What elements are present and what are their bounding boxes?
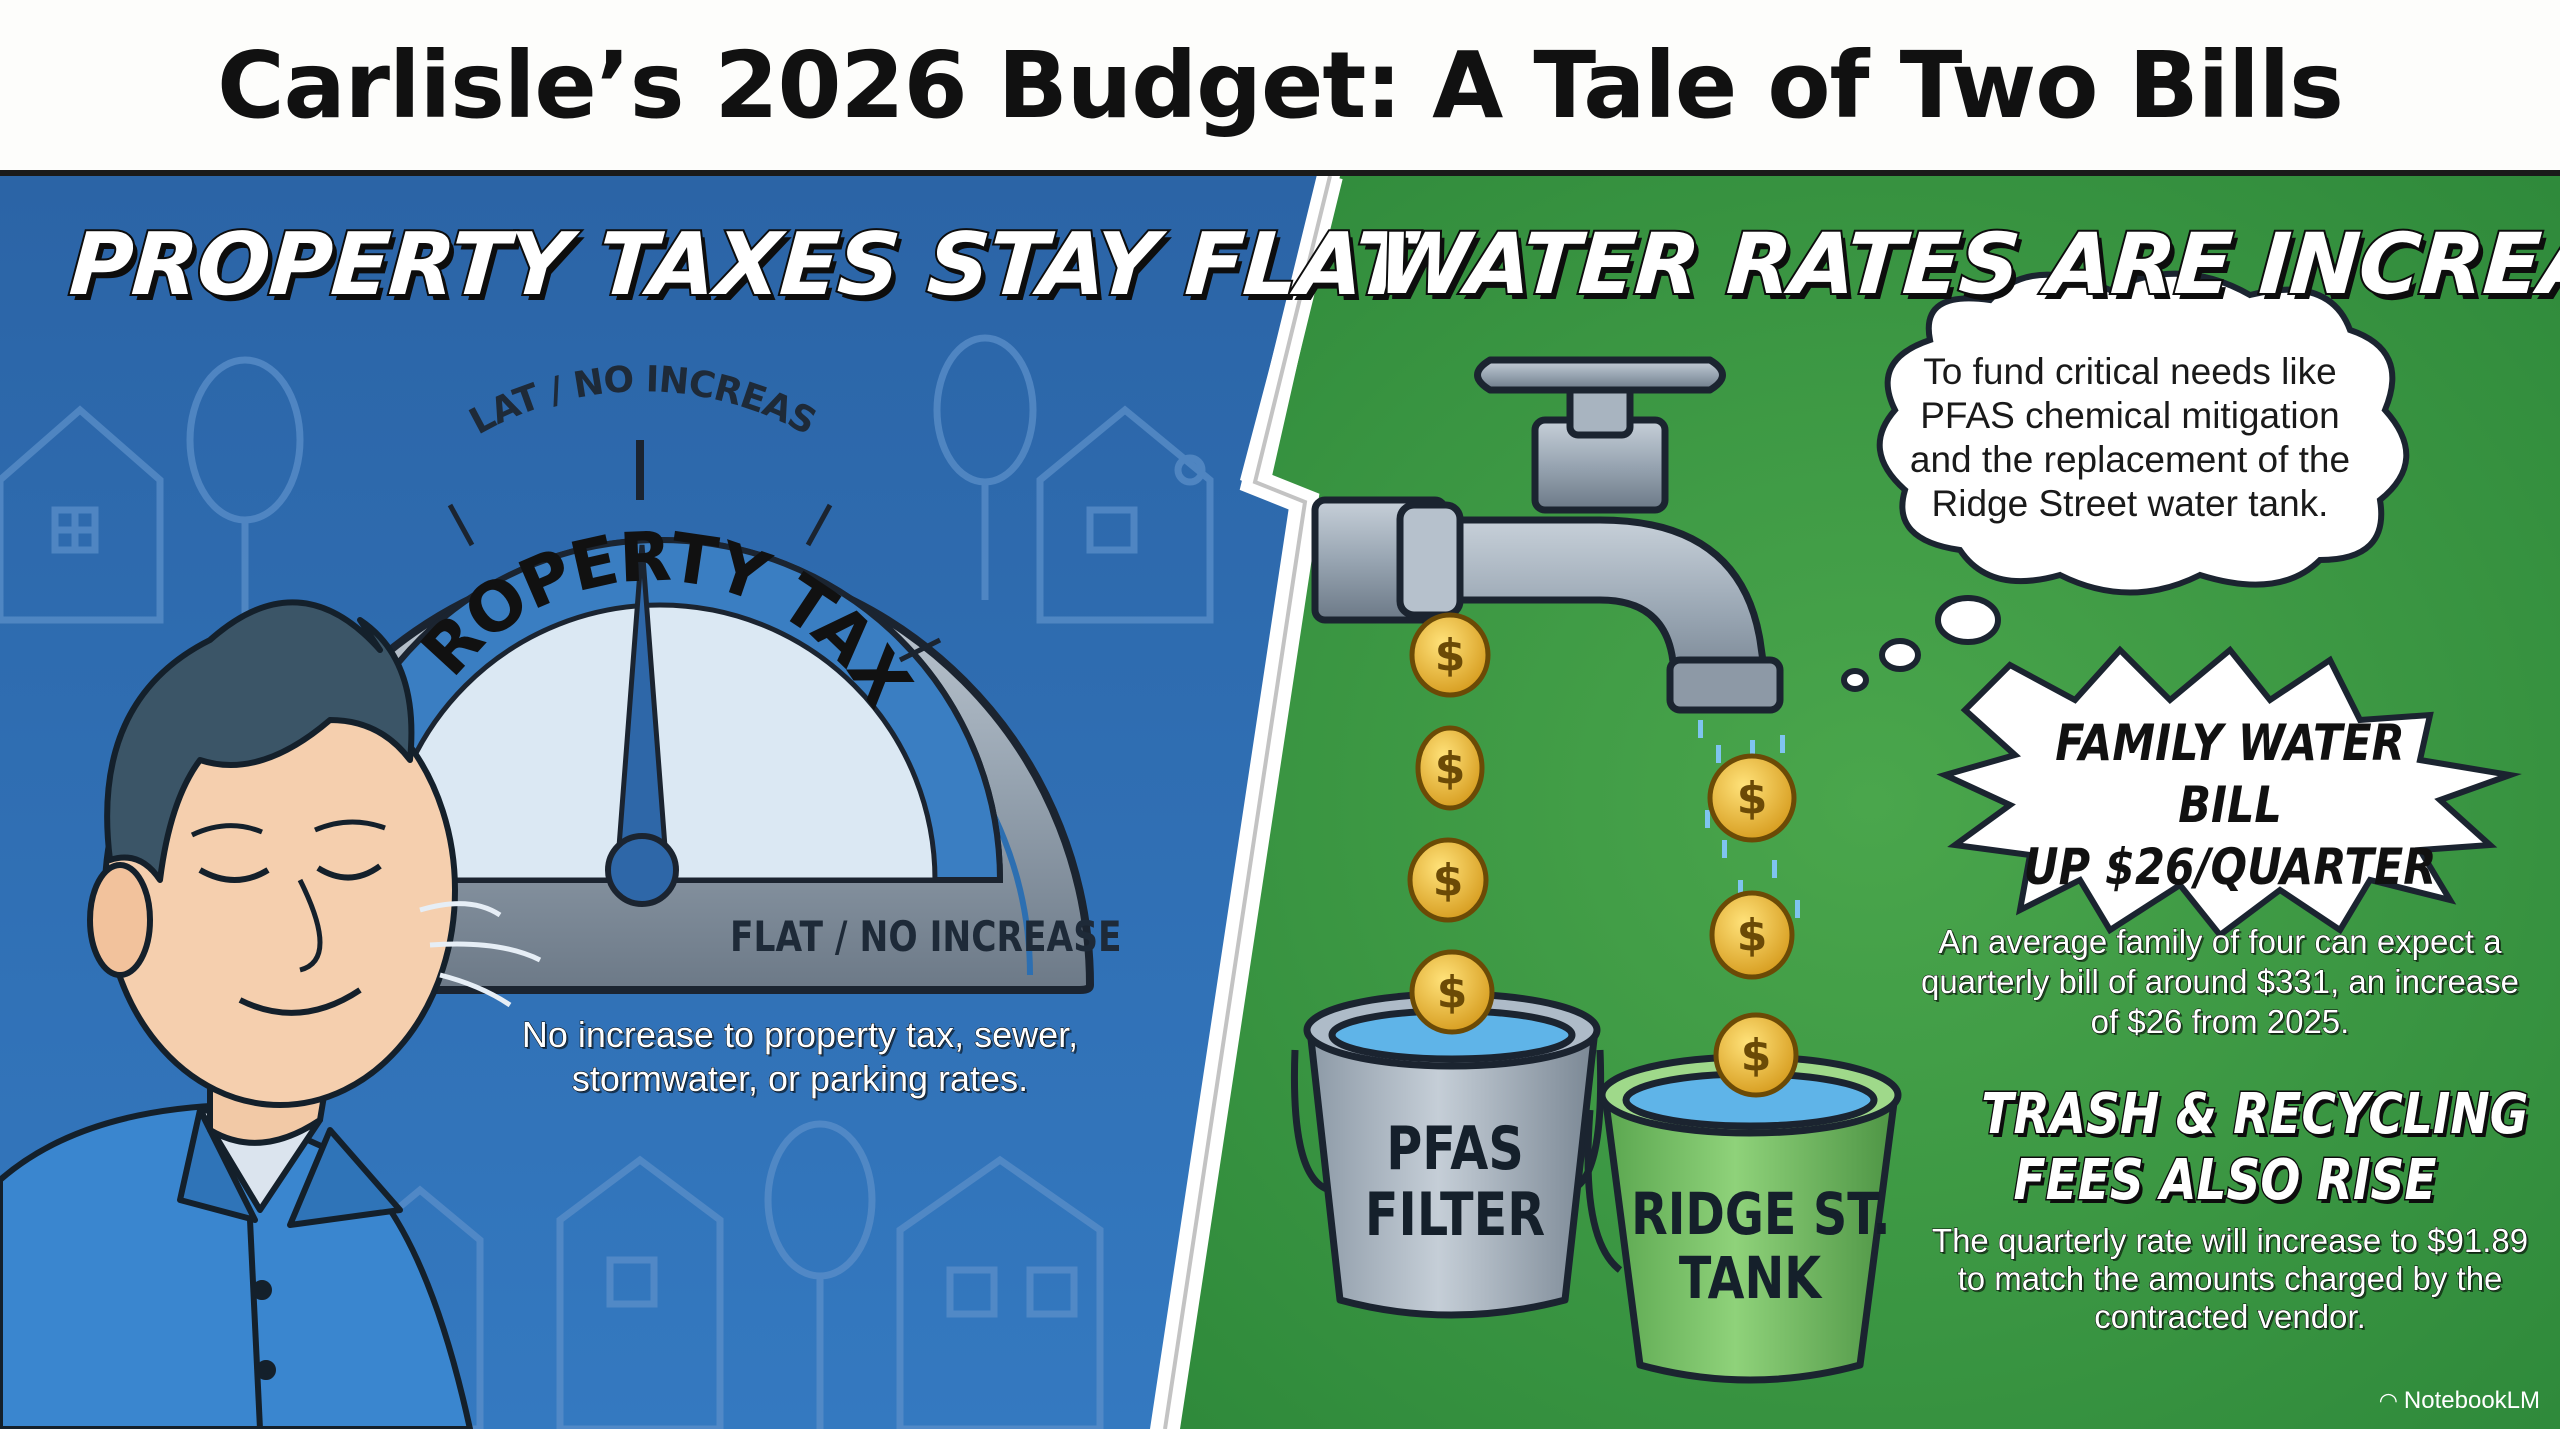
tank-bucket-label: RIDGE ST. TANK <box>1631 1180 1891 1312</box>
coin-symbol: $ <box>1437 967 1468 1018</box>
pfas-label-line-2: FILTER <box>1364 1180 1546 1250</box>
background-houses <box>0 334 1214 1429</box>
thought-bubble <box>1841 270 2410 692</box>
page-title: Carlisle’s 2026 Budget: A Tale of Two Bi… <box>217 31 2344 139</box>
trash-heading-line-2: FEES ALSO RISE <box>2012 1147 2438 1215</box>
pfas-label-line-1: PFAS <box>1386 1114 1524 1184</box>
coin-symbol: $ <box>1741 1030 1772 1081</box>
property-taxes-heading: PROPERTY TAXES STAY FLAT <box>65 213 1418 317</box>
burst-line-1: FAMILY WATER BILL <box>2055 714 2405 834</box>
starburst-badge <box>1936 645 2522 940</box>
thought-bubble-text: To fund critical needs like PFAS chemica… <box>1909 351 2351 524</box>
title-bar: Carlisle’s 2026 Budget: A Tale of Two Bi… <box>0 0 2560 176</box>
burst-line-2: UP $26/QUARTER <box>2023 838 2437 896</box>
falling-coins <box>1407 612 1799 1098</box>
illustration: FLAT / NO INCREASE PROPERTY TAX <box>0 176 2560 1429</box>
coin-symbol: $ <box>1435 630 1466 681</box>
coin-symbol: $ <box>1435 743 1466 794</box>
notebooklm-logo-icon: ◠ <box>2378 1388 2398 1413</box>
water-rates-heading: WATER RATES ARE INCREASING <box>1373 213 2560 315</box>
family-bill-caption: An average family of four can expect a q… <box>1920 923 2520 1041</box>
coin-symbol: $ <box>1737 910 1768 961</box>
family-bill-burst-text: FAMILY WATER BILL UP $26/QUARTER <box>2024 712 2437 898</box>
divider-lightning <box>1152 176 1343 1429</box>
bucket-ridge-st-tank <box>1584 1053 1902 1384</box>
gauge-bottom-label: FLAT / NO INCREASE <box>730 912 1122 961</box>
tank-label-line-1: RIDGE ST. <box>1631 1180 1891 1248</box>
brand-label: NotebookLM <box>2403 1387 2540 1414</box>
coin-symbol: $ <box>1737 773 1768 824</box>
property-caption: No increase to property tax, sewer, stor… <box>521 1014 1079 1100</box>
trash-caption: The quarterly rate will increase to $91.… <box>1931 1222 2529 1336</box>
trash-recycling-heading: TRASH & RECYCLING FEES ALSO RISE <box>1980 1081 2530 1215</box>
notebooklm-brand: ◠ NotebookLM <box>2379 1387 2540 1415</box>
relaxed-man-illustration <box>0 599 542 1429</box>
tank-label-line-2: TANK <box>1678 1244 1822 1312</box>
water-faucet <box>1311 356 1784 714</box>
trash-heading-line-1: TRASH & RECYCLING <box>1980 1081 2530 1149</box>
pfas-bucket-label: PFAS FILTER <box>1348 1116 1561 1248</box>
coin-symbol: $ <box>1433 855 1464 906</box>
